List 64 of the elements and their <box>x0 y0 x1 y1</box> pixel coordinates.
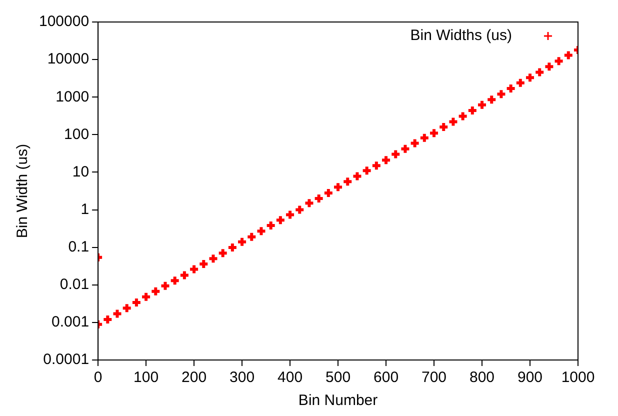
point <box>226 242 238 253</box>
point <box>140 291 152 302</box>
x-tick-label: 400 <box>278 369 303 386</box>
point <box>457 110 468 122</box>
point <box>178 270 190 281</box>
x-tick-label: 500 <box>326 369 351 386</box>
point <box>246 231 258 242</box>
y-tick-label: 0.1 <box>68 238 90 256</box>
y-tick-label: 0.001 <box>52 314 90 331</box>
y-tick-label: 10000 <box>47 50 90 68</box>
point <box>294 204 306 216</box>
x-tick-label: 700 <box>422 369 447 386</box>
point <box>352 170 363 182</box>
y-tick-label: 1000 <box>56 88 90 106</box>
point <box>400 143 411 154</box>
point <box>361 165 372 176</box>
point <box>217 248 228 259</box>
point <box>370 160 382 172</box>
legend-label: Bin Widths (us) <box>410 27 512 44</box>
point <box>380 154 392 166</box>
point <box>150 286 162 297</box>
point <box>544 61 555 72</box>
x-tick-label: 600 <box>374 369 399 386</box>
point <box>562 50 574 61</box>
x-tick-label: 100 <box>134 369 159 386</box>
point <box>514 77 526 88</box>
point <box>438 122 450 132</box>
point <box>496 88 507 100</box>
x-tick-label: 200 <box>182 369 207 386</box>
y-tick-label: 0.01 <box>60 276 90 294</box>
point <box>342 176 354 188</box>
x-tick-label: 900 <box>517 369 543 386</box>
point <box>553 56 564 67</box>
point <box>236 236 248 248</box>
y-tick-label: 100 <box>64 126 90 143</box>
point <box>534 66 546 78</box>
point <box>256 226 267 237</box>
point <box>448 116 459 128</box>
y-tick-label: 1 <box>80 200 90 218</box>
point <box>274 214 286 226</box>
point <box>486 94 498 106</box>
point <box>418 132 430 144</box>
point <box>409 138 420 149</box>
x-tick-label: 1000 <box>561 369 595 386</box>
point <box>112 308 123 320</box>
x-tick-label: 800 <box>469 369 495 386</box>
y-tick-label: 10 <box>72 163 90 180</box>
point <box>121 302 132 314</box>
point <box>466 105 478 116</box>
point <box>304 198 315 209</box>
point <box>284 209 296 220</box>
y-axis-title: Bin Width (us) <box>14 144 32 238</box>
point <box>208 253 219 264</box>
point <box>332 182 344 193</box>
y-tick-label: 0.0001 <box>43 351 90 368</box>
point <box>188 264 200 275</box>
point <box>169 275 180 286</box>
point <box>390 148 402 160</box>
y-tick-label: 100000 <box>38 13 90 30</box>
x-tick-label: 0 <box>94 369 102 386</box>
x-tick-label: 300 <box>230 369 255 386</box>
x-axis-title: Bin Number <box>298 392 378 410</box>
point <box>428 128 440 139</box>
point <box>160 280 171 292</box>
